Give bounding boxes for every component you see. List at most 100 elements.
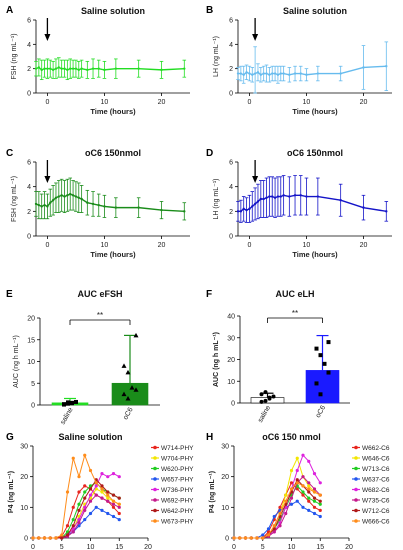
legend-label: W662-C6 xyxy=(362,445,390,452)
data-point xyxy=(88,468,93,473)
data-point xyxy=(100,487,104,491)
panel-E: E AUC eFSH 0 5 10 15 20 AUC (ng h mL⁻¹) saline oC… xyxy=(6,289,160,426)
data-point xyxy=(100,472,104,476)
data-point xyxy=(77,196,80,199)
data-point xyxy=(117,505,121,509)
data-point xyxy=(268,195,271,198)
panel-letter: H xyxy=(206,432,213,443)
data-point xyxy=(100,508,104,512)
series-line xyxy=(238,194,387,213)
data-point xyxy=(289,468,294,473)
data-point xyxy=(251,73,254,76)
x-tick-label: 20 xyxy=(360,99,368,106)
panel-letter: F xyxy=(206,289,212,300)
panel-title: oC6 150nmol xyxy=(85,148,141,158)
data-point xyxy=(242,207,245,211)
data-point xyxy=(339,199,342,202)
data-point xyxy=(316,72,320,75)
y-axis-label: P4 (ng mL⁻¹) xyxy=(209,471,216,513)
data-point xyxy=(307,481,311,485)
data-point xyxy=(272,524,276,528)
y-tick-label: 30 xyxy=(20,444,28,451)
x-tick-label: 0 xyxy=(232,544,236,550)
x-tick-label: 5 xyxy=(60,544,64,550)
data-point xyxy=(88,511,93,516)
data-point xyxy=(245,208,248,212)
data-point xyxy=(314,381,319,386)
data-point xyxy=(57,195,61,198)
data-point xyxy=(86,68,89,72)
data-point xyxy=(125,395,131,401)
data-point xyxy=(60,194,63,197)
injection-arrow-head xyxy=(44,34,51,41)
x-tick-label: 20 xyxy=(158,99,166,106)
legend-label: W646-C6 xyxy=(362,456,390,463)
legend-label: W704-PHY xyxy=(161,456,194,463)
data-point xyxy=(111,505,116,509)
data-point xyxy=(305,195,308,198)
data-point xyxy=(83,508,87,512)
data-point xyxy=(279,72,282,75)
panel-title: Saline solution xyxy=(58,432,122,442)
data-point xyxy=(133,332,139,338)
data-point xyxy=(137,67,140,70)
data-point xyxy=(318,508,322,512)
data-point xyxy=(236,72,240,75)
data-point xyxy=(88,493,93,497)
data-point xyxy=(77,502,81,506)
panel-B: B Saline solution 0 2 4 6 0 10 20 Time (hours) LH … xyxy=(206,5,392,116)
data-point xyxy=(46,67,49,70)
data-point xyxy=(242,73,245,76)
data-point xyxy=(307,490,311,494)
data-point xyxy=(307,508,311,512)
injection-arrow-head xyxy=(44,176,51,183)
data-point xyxy=(295,481,299,485)
legend-label: W637-C6 xyxy=(362,477,390,484)
data-point xyxy=(278,505,282,509)
data-point xyxy=(114,206,118,209)
data-point xyxy=(248,207,251,211)
data-point xyxy=(106,493,110,497)
significance-label: ** xyxy=(292,309,298,318)
data-point xyxy=(106,511,110,516)
data-point xyxy=(318,353,323,358)
legend-label: W657-PHY xyxy=(161,477,194,484)
data-point xyxy=(266,527,271,531)
data-point xyxy=(307,459,311,463)
x-tick-label: 10 xyxy=(87,544,95,550)
injection-arrow-head xyxy=(252,176,259,183)
category-label: saline xyxy=(257,404,272,423)
category-label: oC6 xyxy=(122,406,135,421)
y-tick-label: 40 xyxy=(227,314,235,321)
series-line xyxy=(234,482,321,539)
panel-letter: D xyxy=(206,148,213,159)
data-point xyxy=(312,511,317,516)
y-axis-label: LH (ng mL⁻¹) xyxy=(213,36,220,77)
data-point xyxy=(289,487,294,491)
data-point xyxy=(83,505,87,509)
data-point xyxy=(37,536,41,540)
legend-label: W692-PHY xyxy=(161,498,194,505)
bar xyxy=(305,370,340,404)
data-point xyxy=(80,197,83,201)
data-point xyxy=(94,487,98,491)
data-point xyxy=(312,496,317,500)
data-point xyxy=(83,496,87,500)
y-tick-label: 4 xyxy=(229,184,233,191)
data-point xyxy=(100,496,104,500)
data-point xyxy=(262,72,265,75)
y-tick-label: 0 xyxy=(27,234,31,241)
data-point xyxy=(232,536,236,540)
x-tick-label: 10 xyxy=(101,99,109,106)
data-point xyxy=(261,536,265,540)
data-point xyxy=(103,205,106,208)
data-point xyxy=(262,197,265,201)
legend-label: W713-C6 xyxy=(362,466,390,473)
data-point xyxy=(314,346,319,351)
data-point xyxy=(160,208,163,212)
legend-marker xyxy=(354,456,358,460)
x-axis-label: Time (hours) xyxy=(90,250,136,259)
y-tick-label: 15 xyxy=(27,337,35,344)
data-point xyxy=(326,340,331,345)
data-point xyxy=(307,484,311,488)
